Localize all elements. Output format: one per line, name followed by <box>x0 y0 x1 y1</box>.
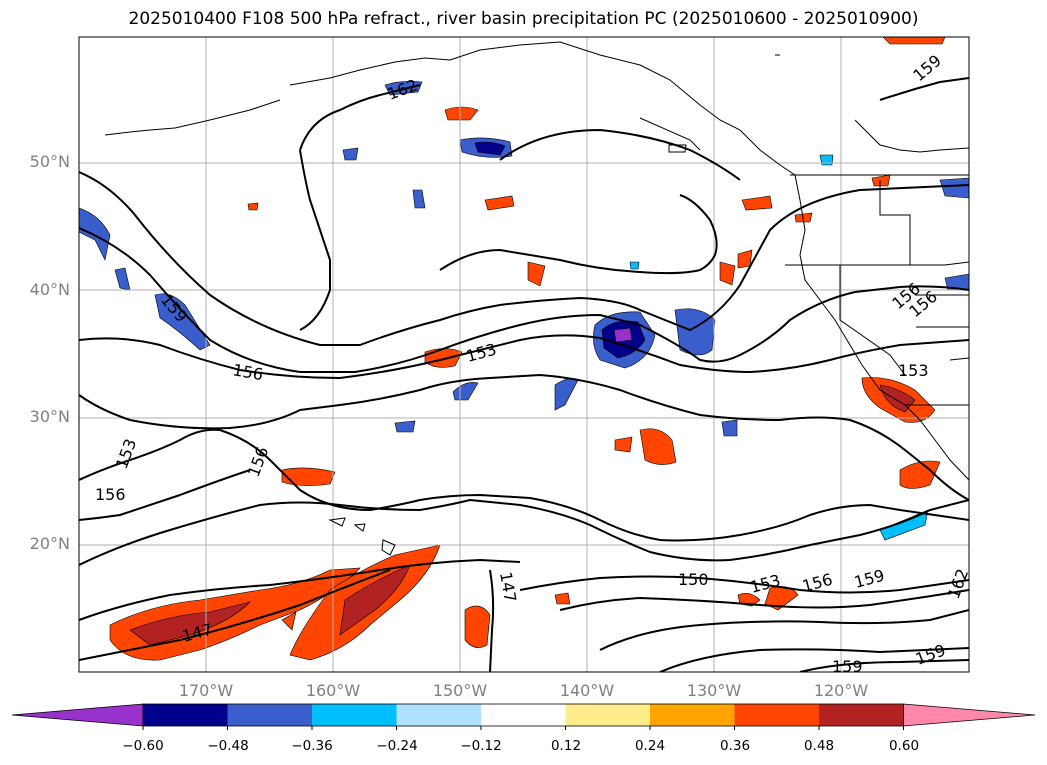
colorbar-tick-label: −0.36 <box>291 738 333 754</box>
colorbar-swatch <box>734 704 819 726</box>
map-title: 2025010400 F108 500 hPa refract., river … <box>128 9 919 29</box>
colorbar-swatch <box>312 704 397 726</box>
colorbar-swatch <box>143 704 228 726</box>
positive-anomaly-area <box>899 460 941 489</box>
positive-anomaly-area <box>424 348 463 368</box>
colorbar-arrow-low <box>11 703 144 727</box>
colorbar-tick-label: −0.60 <box>122 738 164 754</box>
lat-label-20n: 20°N <box>29 534 70 553</box>
colorbar-tick-label: 0.60 <box>888 738 920 754</box>
colorbar-tick-label: 0.24 <box>634 738 666 754</box>
negative-anomaly-area <box>629 261 640 270</box>
lon-label-120w: 120°W <box>813 681 869 700</box>
lon-label-160w: 160°W <box>305 681 361 700</box>
positive-anomaly-area <box>882 37 946 45</box>
contour-label: 150 <box>678 570 709 589</box>
lon-label-150w: 150°W <box>432 681 488 700</box>
lat-label-50n: 50°N <box>29 152 70 171</box>
positive-anomaly-area <box>794 212 813 223</box>
positive-anomaly-area <box>484 195 515 211</box>
positive-anomaly-area <box>554 592 571 605</box>
positive-anomaly-area <box>464 605 491 648</box>
positive-anomaly-area <box>247 202 259 211</box>
coastlines <box>104 41 969 556</box>
colorbar-tick-label: 0.48 <box>803 738 835 754</box>
positive-anomaly-area <box>741 195 773 211</box>
negative-anomaly-area <box>474 141 506 156</box>
negative-anomaly-area <box>412 189 426 209</box>
contour-label: 153 <box>898 361 929 380</box>
positive-anomaly-area <box>527 261 546 287</box>
positive-anomaly-area <box>281 611 297 631</box>
colorbar-frame <box>142 703 904 727</box>
colorbar-tick-label: −0.24 <box>376 738 418 754</box>
positive-anomaly-area <box>614 436 633 453</box>
colorbar-swatch <box>650 704 735 726</box>
negative-anomaly-area <box>613 327 633 343</box>
colorbar-swatch <box>819 704 904 726</box>
negative-anomaly-area <box>939 177 969 199</box>
positive-anomaly-area <box>281 467 336 486</box>
colorbar-swatch <box>227 704 312 726</box>
contour-label: 156 <box>95 485 126 504</box>
colorbar-arrow-high <box>903 703 1036 727</box>
positive-anomaly-area <box>871 174 891 187</box>
positive-anomaly-area <box>444 106 479 121</box>
lon-label-170w: 170°W <box>178 681 234 700</box>
positive-anomaly-area <box>129 601 251 646</box>
map-frame <box>78 36 970 673</box>
colorbar-tick-label: −0.48 <box>207 738 249 754</box>
lon-label-130w: 130°W <box>686 681 742 700</box>
lon-label-140w: 140°W <box>559 681 615 700</box>
negative-anomaly-area <box>721 419 738 437</box>
negative-anomaly-area <box>394 420 416 433</box>
height-contours <box>79 77 969 672</box>
negative-anomaly-area <box>452 382 479 401</box>
colorbar-tick-label: 0.12 <box>550 738 582 754</box>
positive-anomaly-area <box>719 261 736 286</box>
negative-anomaly-area <box>342 147 359 161</box>
lat-label-40n: 40°N <box>29 280 70 299</box>
lat-label-30n: 30°N <box>29 407 70 426</box>
gridlines <box>79 37 969 672</box>
colorbar-swatch <box>481 704 566 726</box>
contour-label: 159 <box>832 657 863 676</box>
colorbar-tick-label: −0.12 <box>460 738 502 754</box>
negative-anomaly-area <box>944 273 969 291</box>
precip-shading <box>79 37 969 661</box>
colorbar-tick-label: 0.36 <box>719 738 751 754</box>
colorbar-swatch <box>565 704 650 726</box>
colorbar-swatch <box>396 704 481 726</box>
colorbar <box>11 703 1036 730</box>
positive-anomaly-area <box>639 428 677 465</box>
